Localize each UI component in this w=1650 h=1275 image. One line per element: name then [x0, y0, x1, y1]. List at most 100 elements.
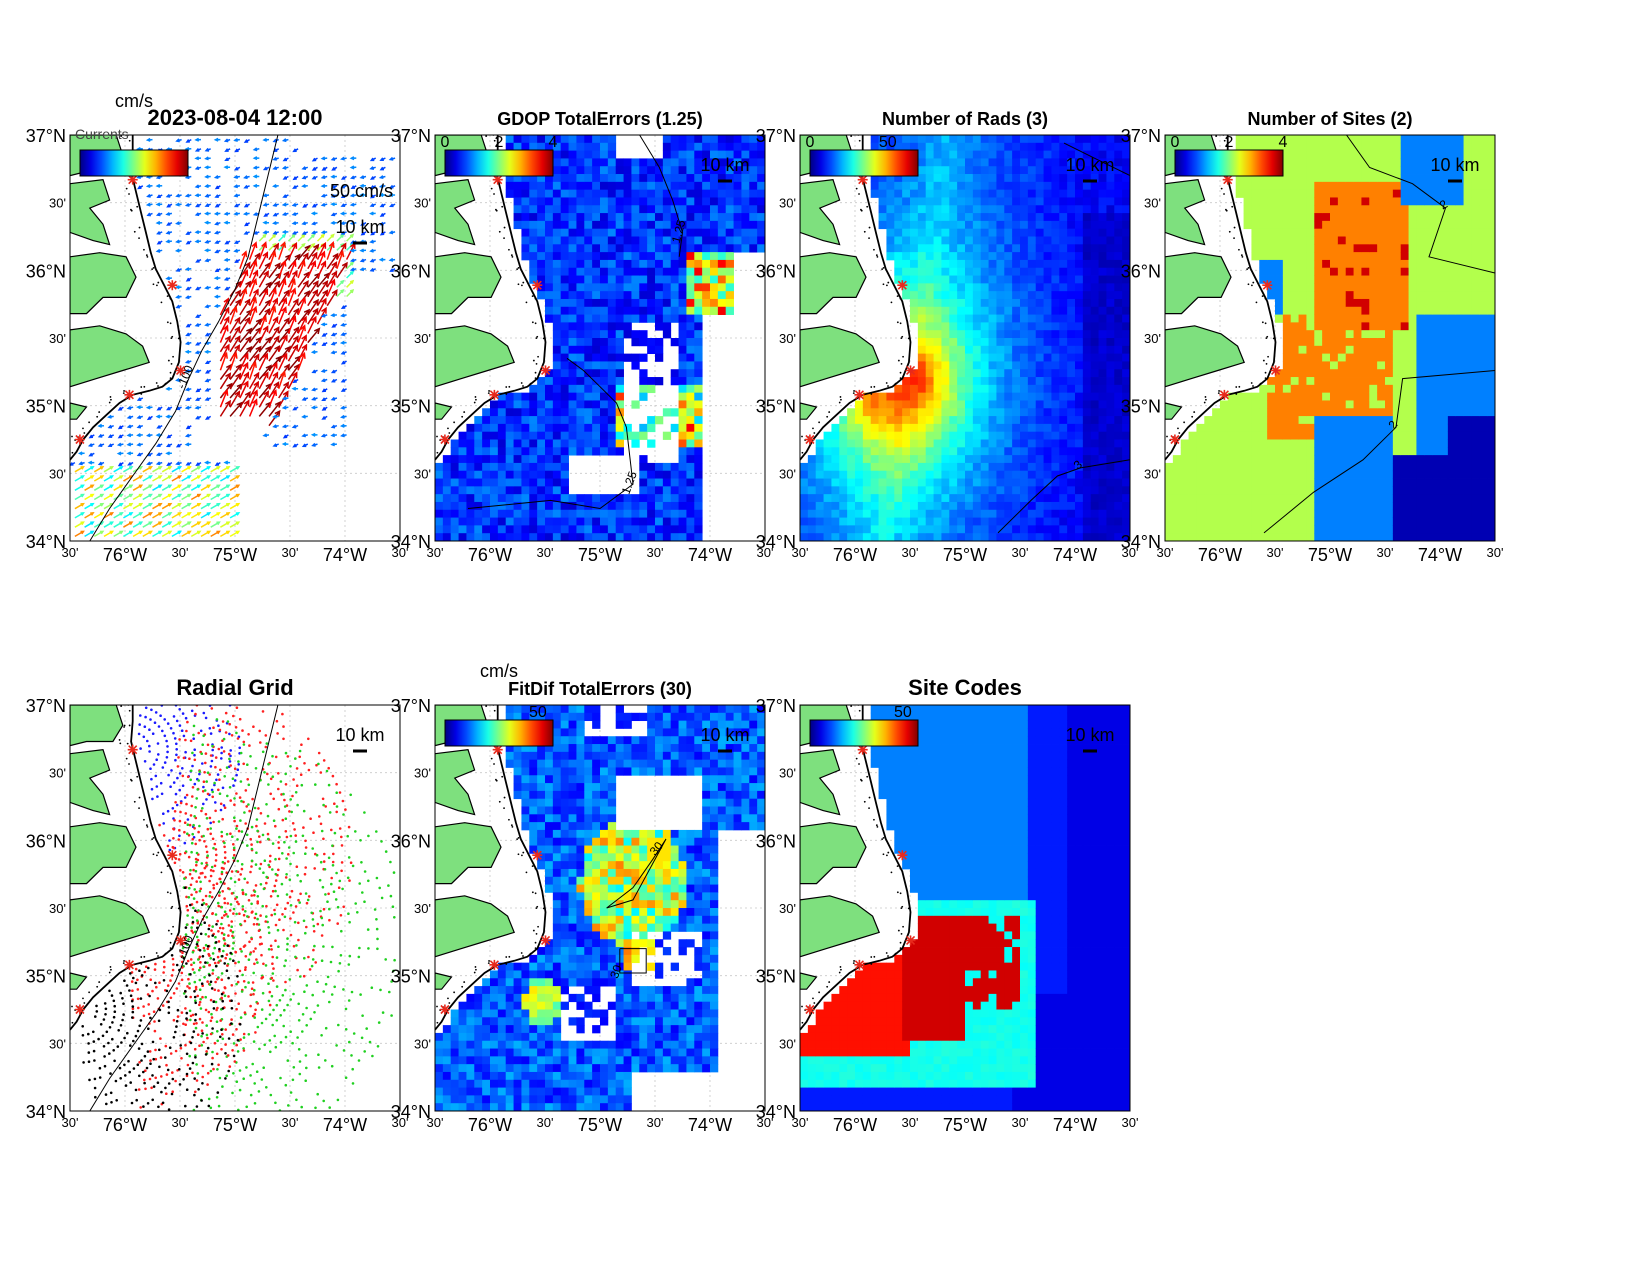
data-cell [1059, 400, 1068, 409]
data-cell [1090, 158, 1099, 167]
data-cell [1314, 252, 1323, 261]
data-cell [1075, 314, 1084, 323]
current-vector [233, 166, 241, 171]
data-cell [1020, 197, 1029, 206]
current-vector [301, 166, 309, 171]
data-cell [957, 166, 966, 175]
data-cell [957, 525, 966, 534]
data-cell [1043, 306, 1052, 315]
data-cell [615, 267, 624, 276]
data-cell [800, 525, 809, 534]
data-cell [1298, 447, 1307, 456]
data-cell [1259, 205, 1268, 214]
data-cell [1337, 291, 1347, 300]
data-cell [996, 275, 1005, 284]
data-cell [662, 283, 672, 292]
data-cell [902, 486, 911, 495]
current-vector [136, 442, 143, 447]
current-vector [181, 530, 192, 538]
data-cell [623, 353, 632, 362]
data-cell [1275, 244, 1284, 253]
data-cell [870, 423, 879, 433]
data-cell [1090, 205, 1099, 214]
data-cell [1165, 533, 1174, 541]
data-cell [949, 174, 958, 183]
data-cell [941, 330, 950, 339]
data-cell [1314, 455, 1323, 464]
data-cell [1027, 377, 1037, 386]
data-cell [1227, 416, 1237, 425]
current-vector [326, 261, 338, 279]
data-cell [615, 220, 624, 230]
data-cell [933, 150, 942, 159]
data-cell [996, 447, 1005, 456]
data-cell [662, 267, 672, 276]
data-cell [1075, 213, 1084, 222]
data-cell [823, 478, 832, 487]
data-cell [702, 181, 711, 191]
data-cell [972, 236, 982, 245]
data-cell [1322, 298, 1331, 308]
data-cell [972, 283, 982, 292]
data-cell [600, 322, 609, 331]
current-vector [161, 521, 173, 528]
data-cell [917, 447, 927, 456]
data-cell [678, 517, 687, 526]
data-cell [639, 517, 648, 526]
data-cell [1043, 220, 1052, 230]
data-cell [1251, 189, 1260, 198]
data-cell [1035, 416, 1044, 425]
data-cell [607, 369, 617, 378]
data-cell [1290, 150, 1299, 159]
data-cell [1098, 275, 1107, 284]
current-vector [311, 175, 318, 180]
data-cell [631, 517, 640, 526]
data-cell [607, 384, 617, 394]
data-cell [710, 306, 719, 315]
data-cell [1075, 455, 1084, 464]
data-cell [1098, 447, 1107, 456]
data-cell [600, 228, 609, 237]
data-cell [647, 158, 656, 167]
data-cell [1051, 275, 1060, 284]
data-cell [678, 533, 687, 541]
current-vector [350, 185, 357, 189]
data-cell [988, 213, 997, 222]
data-cell [450, 478, 459, 487]
data-cell [1027, 423, 1037, 433]
lat-tick-label: 30' [49, 196, 66, 211]
data-cell [1027, 306, 1037, 315]
data-cell [941, 259, 950, 269]
data-cell [521, 181, 530, 191]
data-cell [576, 408, 585, 417]
current-vector [326, 289, 338, 307]
data-cell [823, 509, 832, 518]
data-cell [725, 259, 734, 269]
data-cell [725, 205, 734, 214]
data-cell [521, 423, 530, 433]
current-vector [165, 230, 173, 235]
current-vector [330, 341, 338, 346]
data-cell [592, 345, 601, 355]
data-cell [910, 486, 919, 495]
data-cell [941, 228, 950, 237]
data-cell [855, 431, 864, 440]
data-cell [1067, 291, 1076, 300]
data-cell [925, 377, 934, 386]
data-cell [607, 174, 617, 183]
data-cell [1282, 486, 1292, 495]
data-cell [1035, 306, 1044, 315]
data-cell [1290, 322, 1299, 331]
data-cell [623, 220, 632, 230]
data-cell [733, 244, 742, 253]
data-cell [1004, 525, 1013, 534]
data-cell [980, 166, 989, 175]
data-cell [980, 197, 989, 206]
data-cell [552, 369, 562, 378]
data-cell [949, 462, 958, 472]
data-cell [568, 517, 577, 526]
data-cell [757, 174, 765, 183]
data-cell [1082, 455, 1092, 464]
data-cell [878, 525, 887, 534]
data-cell [1275, 486, 1284, 495]
